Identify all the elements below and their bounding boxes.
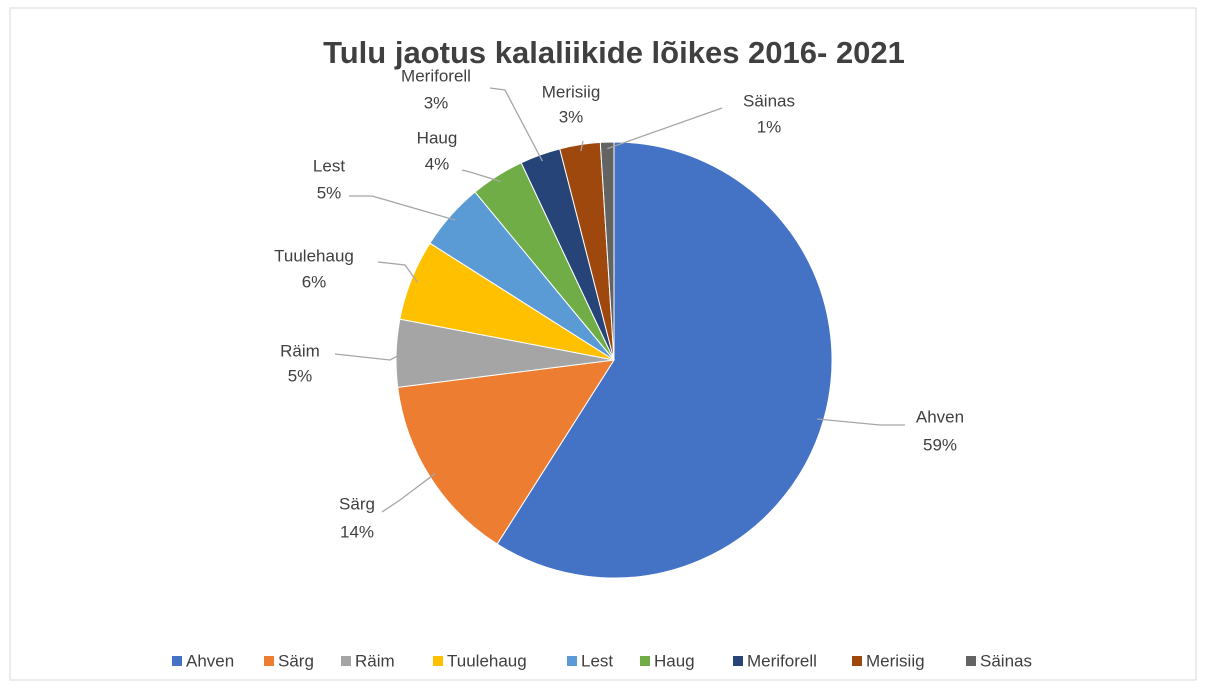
leader-line xyxy=(377,261,418,283)
data-label-name: Tuulehaug xyxy=(274,246,354,265)
legend-swatch xyxy=(341,656,351,666)
data-label-value: 59% xyxy=(923,435,957,454)
legend-label: Räim xyxy=(355,651,395,670)
legend-swatch xyxy=(966,656,976,666)
data-label-value: 6% xyxy=(302,272,327,291)
legend-label: Merisiig xyxy=(866,651,925,670)
pie-slice xyxy=(599,141,615,361)
legend-swatch xyxy=(852,656,862,666)
legend-label: Säinas xyxy=(980,651,1032,670)
leader-line xyxy=(334,352,403,361)
leader-line xyxy=(461,169,501,183)
chart-title: Tulu jaotus kalaliikide lõikes 2016- 202… xyxy=(323,35,905,70)
data-label-value: 5% xyxy=(288,366,313,385)
legend-label: Ahven xyxy=(186,651,234,670)
data-label-name: Särg xyxy=(339,494,375,513)
leader-line xyxy=(580,140,584,152)
pie-slice xyxy=(496,141,833,579)
data-label-name: Räim xyxy=(280,341,320,360)
legend-label: Tuulehaug xyxy=(447,651,527,670)
data-label-name: Meriforell xyxy=(401,66,471,85)
legend-swatch xyxy=(433,656,443,666)
legend-label: Särg xyxy=(278,651,314,670)
legend-label: Meriforell xyxy=(747,651,817,670)
legend-swatch xyxy=(172,656,182,666)
leader-line xyxy=(381,472,436,513)
data-label-value: 4% xyxy=(425,154,450,173)
data-label-value: 1% xyxy=(757,117,782,136)
legend-swatch xyxy=(733,656,743,666)
leader-line xyxy=(349,195,456,221)
data-label-name: Lest xyxy=(313,156,345,175)
leader-line xyxy=(817,418,905,426)
data-label-name: Säinas xyxy=(743,91,795,110)
legend-label: Haug xyxy=(654,651,695,670)
legend-label: Lest xyxy=(581,651,613,670)
data-label-value: 5% xyxy=(317,183,342,202)
leader-line xyxy=(489,87,543,162)
data-label-value: 3% xyxy=(424,93,449,112)
data-label-name: Merisiig xyxy=(542,82,601,101)
data-label-value: 14% xyxy=(340,522,374,541)
legend-swatch xyxy=(640,656,650,666)
data-label-name: Haug xyxy=(417,128,458,147)
legend-swatch xyxy=(264,656,274,666)
data-label-name: Ahven xyxy=(916,407,964,426)
leader-line xyxy=(607,107,723,150)
legend-swatch xyxy=(567,656,577,666)
data-label-value: 3% xyxy=(559,107,584,126)
